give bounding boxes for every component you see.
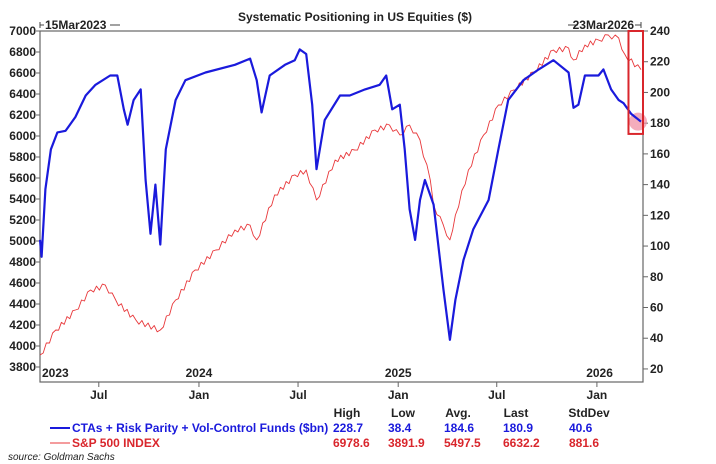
year-label: 2023: [42, 366, 69, 380]
left-tick-label: 4400: [9, 297, 36, 311]
spx-last: 6632.2: [503, 436, 540, 450]
month-label: Jul: [488, 388, 505, 402]
right-tick-label: 160: [650, 147, 670, 161]
right-tick-label: 140: [650, 178, 670, 192]
left-tick-label: 5200: [9, 213, 36, 227]
spx-low: 3891.9: [388, 436, 425, 450]
stats-header-low: Low: [391, 406, 416, 420]
right-tick-label: 120: [650, 208, 670, 222]
ctas-last: 180.9: [503, 421, 533, 435]
year-label: 2024: [186, 366, 213, 380]
ctas-low: 38.4: [388, 421, 412, 435]
left-tick-label: 4600: [9, 276, 36, 290]
legend: High Low Avg. Last StdDev CTAs + Risk Pa…: [50, 406, 610, 450]
left-tick-label: 3800: [9, 360, 36, 374]
date-range-start: 15Mar2023: [39, 18, 120, 32]
left-tick-label: 4000: [9, 339, 36, 353]
stats-header-avg: Avg.: [445, 406, 471, 420]
chart-title: Systematic Positioning in US Equities ($…: [238, 10, 472, 24]
spx-high: 6978.6: [333, 436, 370, 450]
right-tick-label: 200: [650, 85, 670, 99]
ctas-stddev: 40.6: [569, 421, 593, 435]
end-date-label: 23Mar2026: [573, 18, 635, 32]
ctas-avg: 184.6: [444, 421, 474, 435]
stats-header-stddev: StdDev: [568, 406, 610, 420]
left-tick-label: 4200: [9, 318, 36, 332]
month-label: Jan: [189, 388, 210, 402]
month-label: Jan: [587, 388, 608, 402]
stats-header-last: Last: [504, 406, 529, 420]
right-tick-label: 180: [650, 116, 670, 130]
left-tick-label: 6200: [9, 108, 36, 122]
spx-avg: 5497.5: [444, 436, 481, 450]
month-label: Jul: [289, 388, 306, 402]
right-tick-label: 20: [650, 362, 664, 376]
ctas-high: 228.7: [333, 421, 363, 435]
date-range-end: 23Mar2026: [568, 18, 642, 32]
right-tick-label: 40: [650, 331, 664, 345]
right-tick-label: 80: [650, 270, 664, 284]
month-label: Jul: [90, 388, 107, 402]
left-tick-label: 6600: [9, 66, 36, 80]
series-line-ctas: [38, 48, 642, 341]
legend-label-spx: S&P 500 INDEX: [72, 436, 160, 450]
right-tick-label: 60: [650, 300, 664, 314]
left-tick-label: 6000: [9, 129, 36, 143]
right-tick-label: 240: [650, 24, 670, 38]
right-tick-label: 220: [650, 55, 670, 69]
year-label: 2026: [586, 366, 613, 380]
spx-stddev: 881.6: [569, 436, 599, 450]
left-tick-label: 5800: [9, 150, 36, 164]
left-tick-label: 4800: [9, 255, 36, 269]
start-date-label: 15Mar2023: [45, 18, 107, 32]
left-tick-label: 5400: [9, 192, 36, 206]
highlight-box: [627, 30, 645, 135]
legend-label-ctas: CTAs + Risk Parity + Vol-Control Funds (…: [72, 421, 328, 435]
left-tick-label: 5600: [9, 171, 36, 185]
plot-frame: [39, 30, 644, 383]
left-tick-label: 6800: [9, 45, 36, 59]
left-tick-label: 6400: [9, 87, 36, 101]
source-note: source: Goldman Sachs: [8, 452, 115, 463]
right-tick-label: 100: [650, 239, 670, 253]
left-tick-label: 7000: [9, 24, 36, 38]
series-line-spx: [39, 34, 642, 356]
left-tick-label: 5000: [9, 234, 36, 248]
month-label: Jan: [388, 388, 409, 402]
year-label: 2025: [385, 366, 412, 380]
stats-header-high: High: [334, 406, 361, 420]
